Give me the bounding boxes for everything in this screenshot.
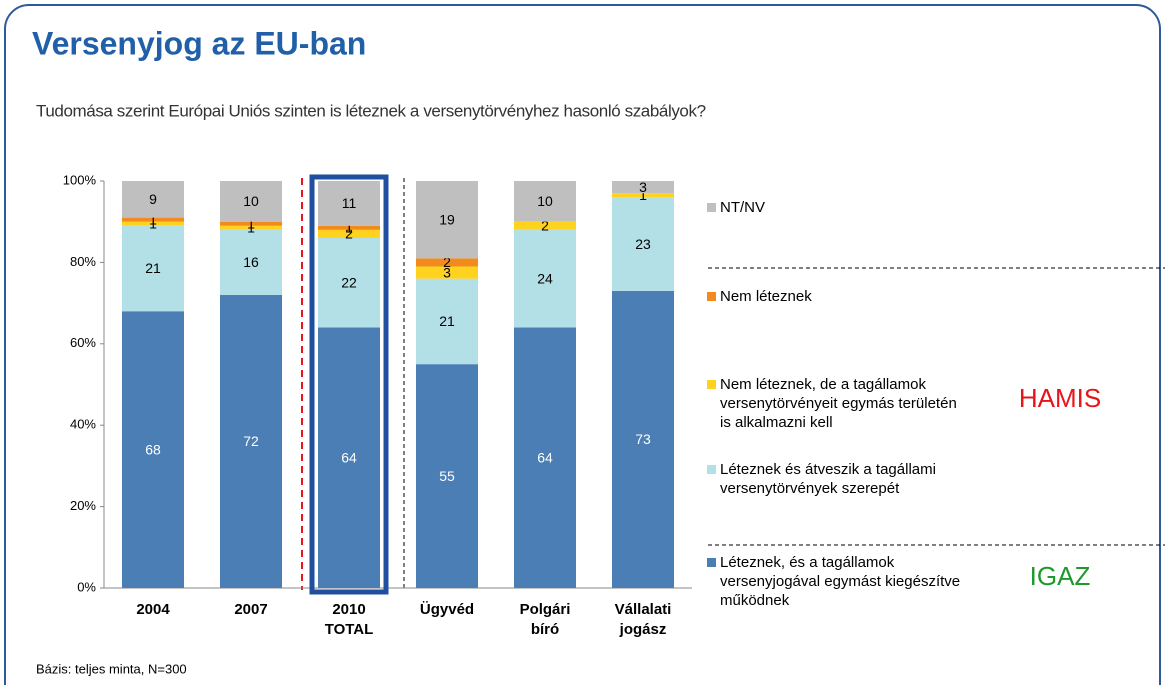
- data-label: 1: [345, 220, 353, 236]
- data-label: 3: [639, 179, 647, 195]
- y-tick-label: 20%: [70, 498, 96, 513]
- bar-segment: [612, 290, 674, 588]
- bar-segment: [514, 181, 576, 222]
- footnote: Bázis: teljes minta, N=300: [36, 661, 187, 676]
- bar-segment: [220, 221, 282, 226]
- legend-label: Léteznek, és a tagállamok versenyjogával…: [720, 554, 961, 609]
- y-tick-label: 100%: [63, 172, 97, 187]
- chart-title: Versenyjog az EU-ban: [32, 25, 366, 61]
- bar-segment: [416, 266, 478, 279]
- bar-segment: [318, 237, 380, 328]
- bar-segment: [416, 364, 478, 588]
- bar-segment: [416, 278, 478, 365]
- chart-subtitle: Tudomása szerint Európai Uniós szinten i…: [36, 101, 706, 120]
- bar-segment: [416, 258, 478, 267]
- data-label: 2: [345, 226, 353, 242]
- highlight-box: [309, 174, 389, 595]
- bar-segment: [318, 327, 380, 588]
- data-label: 9: [149, 191, 157, 207]
- bar-segment: [612, 197, 674, 291]
- data-label: 64: [537, 449, 553, 465]
- data-label: 21: [439, 313, 455, 329]
- data-label: 24: [537, 270, 553, 286]
- bar-segment: [318, 225, 380, 230]
- data-label: 1: [149, 215, 157, 231]
- bar-segment: [318, 229, 380, 238]
- data-label: 55: [439, 468, 455, 484]
- x-tick-label: 2010 TOTAL: [325, 601, 374, 638]
- data-label: 2: [541, 217, 549, 233]
- bar-segment: [122, 225, 184, 312]
- x-tick-label: Polgári bíró: [520, 601, 571, 638]
- data-label: 10: [243, 193, 259, 209]
- data-label: 2: [443, 254, 451, 270]
- bar-segment: [612, 193, 674, 198]
- data-label: 3: [443, 264, 451, 280]
- annotation: HAMIS: [1019, 383, 1101, 413]
- data-label: 1: [247, 220, 255, 236]
- legend-swatch: [707, 465, 716, 474]
- bar-segment: [514, 327, 576, 588]
- legend-label: Nem léteznek: [720, 288, 812, 305]
- bar-segment: [220, 181, 282, 222]
- data-label: 1: [149, 211, 157, 227]
- bar-segment: [122, 181, 184, 218]
- bar-segment: [220, 229, 282, 295]
- data-label: 19: [439, 211, 455, 227]
- legend-swatch: [707, 380, 716, 389]
- data-label: 1: [639, 187, 647, 203]
- bar-segment: [122, 221, 184, 226]
- bar-segment: [416, 181, 478, 259]
- x-tick-label: Ügyvéd: [420, 601, 474, 618]
- x-tick-label: 2007: [234, 601, 267, 618]
- bar-segment: [514, 229, 576, 328]
- data-label: 21: [145, 260, 161, 276]
- legend-swatch: [707, 292, 716, 301]
- y-tick-label: 60%: [70, 335, 96, 350]
- data-label: 23: [635, 236, 651, 252]
- x-tick-label: Vállalati jogász: [615, 601, 672, 638]
- legend-label: NT/NV: [720, 199, 765, 216]
- data-label: 16: [243, 254, 259, 270]
- y-tick-label: 40%: [70, 417, 96, 432]
- data-label: 11: [342, 195, 357, 211]
- data-label: 68: [145, 441, 161, 457]
- data-label: 1: [247, 215, 255, 231]
- legend-label: Nem léteznek, de a tagállamok versenytör…: [720, 376, 957, 431]
- annotation: IGAZ: [1030, 561, 1091, 591]
- bar-segment: [318, 181, 380, 226]
- x-tick-label: 2004: [136, 601, 170, 618]
- bar-segment: [220, 225, 282, 230]
- data-label: 64: [341, 449, 357, 465]
- data-label: 72: [243, 433, 259, 449]
- legend-swatch: [707, 203, 716, 212]
- legend-swatch: [707, 558, 716, 567]
- data-label: 22: [341, 274, 357, 290]
- legend-label: Léteznek és átveszik a tagállami verseny…: [720, 461, 936, 497]
- bar-segment: [122, 311, 184, 588]
- y-tick-label: 80%: [70, 254, 96, 269]
- slide-frame: [4, 4, 1161, 685]
- bar-segment: [612, 181, 674, 194]
- data-label: 73: [635, 431, 651, 447]
- y-tick-label: 0%: [77, 579, 96, 594]
- bar-segment: [220, 294, 282, 588]
- bar-segment: [514, 221, 576, 230]
- data-label: 10: [537, 193, 553, 209]
- bar-segment: [122, 217, 184, 222]
